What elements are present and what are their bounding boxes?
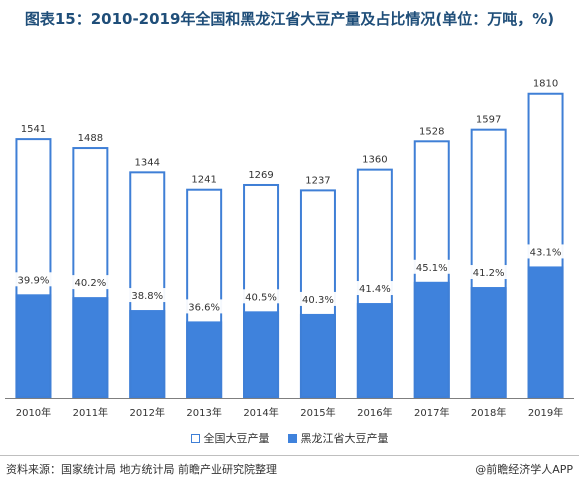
bar-heilongjiang <box>356 303 393 398</box>
x-tick-label: 2011年 <box>73 406 108 419</box>
share-value-label: 41.4% <box>359 284 391 295</box>
bar-heilongjiang <box>15 294 52 398</box>
legend-item-heilongjiang: 黑龙江省大豆产量 <box>287 430 389 446</box>
share-label-bg <box>14 272 53 287</box>
bar-heilongjiang <box>186 321 223 398</box>
total-value-label: 1344 <box>135 157 160 168</box>
x-tick-label: 2018年 <box>471 406 506 419</box>
share-label-bg <box>355 281 394 296</box>
x-tick-label: 2017年 <box>414 406 449 419</box>
legend-label-total: 全国大豆产量 <box>203 432 270 445</box>
total-value-label: 1541 <box>21 124 46 135</box>
bar-total <box>72 147 109 398</box>
total-value-label: 1241 <box>191 175 216 186</box>
total-value-label: 1810 <box>533 79 558 90</box>
bar-heilongjiang <box>72 297 109 398</box>
bar-heilongjiang <box>470 287 507 398</box>
share-value-label: 39.9% <box>18 275 50 286</box>
bar-heilongjiang <box>299 313 336 398</box>
legend-label-heilongjiang: 黑龙江省大豆产量 <box>300 432 389 445</box>
share-value-label: 36.6% <box>188 302 220 313</box>
total-value-label: 1269 <box>248 170 273 181</box>
share-label-bg <box>71 275 110 290</box>
source-note: 资料来源：国家统计局 地方统计局 前瞻产业研究院整理 <box>6 463 277 476</box>
x-tick-label: 2012年 <box>130 406 165 419</box>
bar-total <box>186 188 223 398</box>
total-value-label: 1528 <box>419 126 444 137</box>
x-tick-label: 2015年 <box>300 406 335 419</box>
share-label-bg <box>185 299 224 314</box>
legend-item-total: 全国大豆产量 <box>190 430 270 446</box>
share-label-bg <box>412 259 451 274</box>
total-value-label: 1597 <box>476 115 501 126</box>
legend-swatch-total <box>190 433 200 443</box>
x-tick-label: 2014年 <box>243 406 278 419</box>
brand-credit: @前瞻经济学人APP <box>475 461 573 477</box>
share-value-label: 40.5% <box>245 292 277 303</box>
brand-text: @前瞻经济学人APP <box>475 463 573 476</box>
footer-divider <box>0 455 579 456</box>
total-value-label: 1360 <box>362 155 387 166</box>
share-label-bg <box>526 244 565 259</box>
bar-heilongjiang <box>413 281 450 398</box>
bar-heilongjiang <box>527 266 564 398</box>
total-value-label: 1488 <box>78 133 103 144</box>
bar-heilongjiang <box>129 310 166 398</box>
share-value-label: 38.8% <box>131 291 163 302</box>
x-tick-label: 2016年 <box>357 406 392 419</box>
x-tick-label: 2013年 <box>186 406 221 419</box>
bar-total <box>470 128 507 398</box>
bar-total <box>129 171 166 398</box>
chart-legend: 全国大豆产量 黑龙江省大豆产量 <box>0 430 579 446</box>
total-value-label: 1237 <box>305 175 330 186</box>
share-label-bg <box>242 289 281 304</box>
footer: 资料来源：国家统计局 地方统计局 前瞻产业研究院整理 @前瞻经济学人APP <box>6 460 573 478</box>
share-value-label: 40.2% <box>74 278 106 289</box>
chart-title: 图表15：2010-2019年全国和黑龙江省大豆产量及占比情况(单位：万吨，%) <box>24 10 555 28</box>
x-tick-label: 2019年 <box>528 406 563 419</box>
share-label-bg <box>469 265 508 280</box>
share-value-label: 43.1% <box>530 247 562 258</box>
bar-heilongjiang <box>243 311 280 398</box>
share-label-bg <box>298 291 337 306</box>
share-value-label: 45.1% <box>416 263 448 274</box>
share-value-label: 41.2% <box>473 268 505 279</box>
x-tick-label: 2010年 <box>16 406 51 419</box>
legend-swatch-heilongjiang <box>287 433 297 443</box>
bar-total <box>15 138 52 398</box>
share-value-label: 40.3% <box>302 295 334 306</box>
share-label-bg <box>128 288 167 303</box>
